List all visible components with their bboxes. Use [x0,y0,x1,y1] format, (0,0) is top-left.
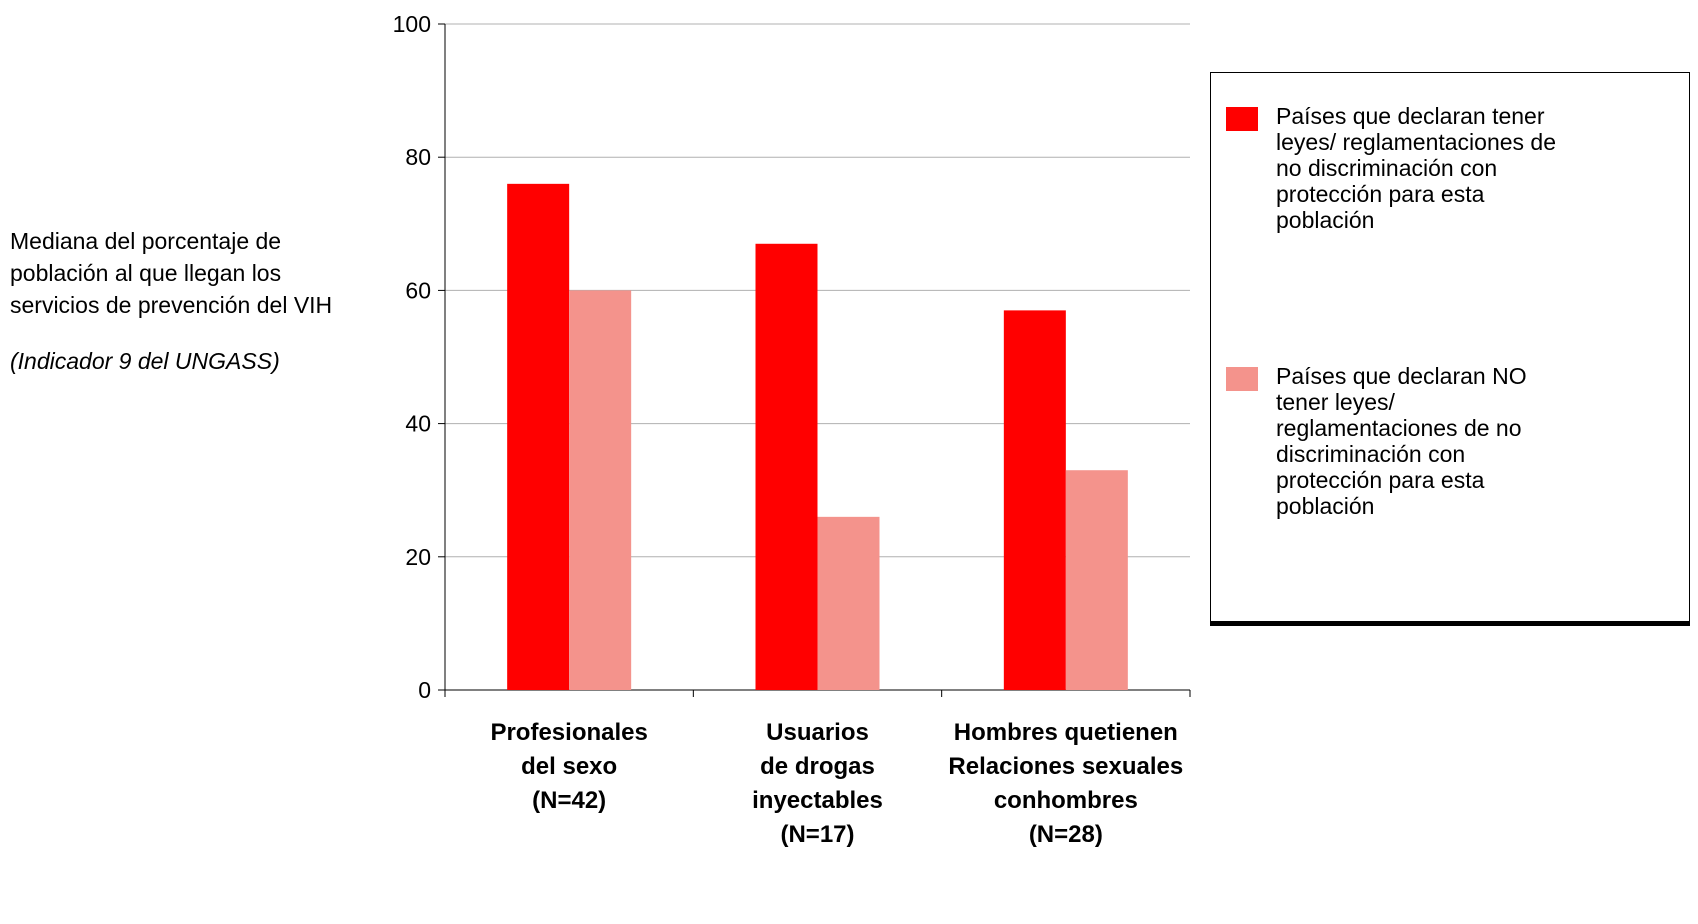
y-tick-label: 100 [393,11,431,37]
y-axis-title: Mediana del porcentaje de población al q… [10,228,333,318]
y-tick-label: 0 [418,677,431,703]
y-tick-label: 80 [405,144,431,170]
legend-swatch-1 [1226,107,1258,131]
legend-label-2: Países que declaran NO tener leyes/ regl… [1276,363,1527,519]
bar-2-3 [1065,470,1128,690]
y-tick-label: 20 [405,544,431,570]
bar-2-1 [569,290,632,690]
legend-swatch-2 [1226,367,1258,391]
x-tick-label: Hombres quetienen Relaciones sexuales conh… [948,719,1183,848]
y-tick-label: 40 [405,411,431,437]
legend: Países que declaran tener leyes/ reglame… [1210,72,1690,626]
x-tick-label: Profesionales del sexo (N=42) [490,719,647,814]
bar-1-2 [755,243,818,690]
y-axis-note: (Indicador 9 del UNGASS) [10,348,280,374]
bar-1-1 [507,183,570,690]
legend-label-1: Países que declaran tener leyes/ reglame… [1276,103,1556,233]
bar-2-2 [817,516,880,690]
x-tick-label: Usuarios de drogas inyectables (N=17) [752,719,883,848]
legend-item-2: Países que declaran NO tener leyes/ regl… [1226,363,1576,519]
y-axis-label: Mediana del porcentaje de población al q… [10,225,370,377]
legend-item-1: Países que declaran tener leyes/ reglame… [1226,103,1576,233]
bar-1-3 [1003,310,1066,690]
y-tick-label: 60 [405,277,431,303]
